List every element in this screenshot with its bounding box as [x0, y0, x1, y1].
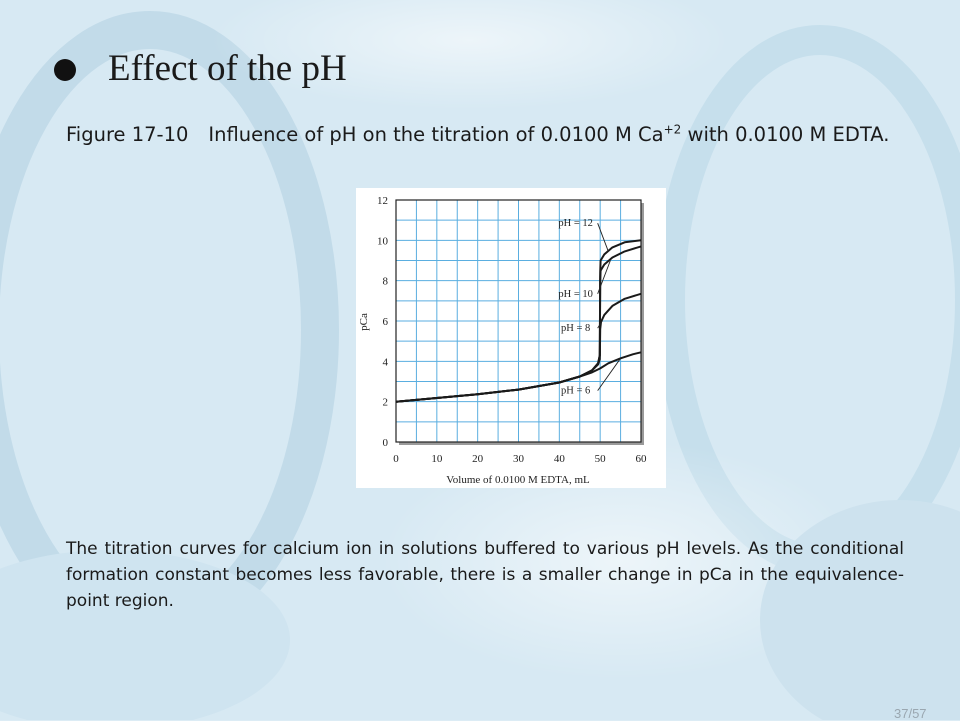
y-axis-label: pCa [358, 313, 370, 331]
x-axis-label: Volume of 0.0100 M EDTA, mL [446, 474, 590, 486]
series-annotation: pH = 10 [558, 289, 593, 300]
annotation-leader-line [597, 223, 609, 252]
annotation-leader-line [597, 320, 603, 329]
series-annotation: pH = 8 [561, 323, 590, 334]
y-tick-label: 0 [383, 437, 389, 449]
y-tick-label: 2 [383, 397, 389, 409]
caption-text: Influence of pH on the titration of 0.01… [208, 123, 664, 146]
x-tick-label: 50 [595, 453, 607, 465]
y-tick-label: 10 [377, 235, 389, 247]
x-tick-label: 10 [431, 453, 443, 465]
description-paragraph: The titration curves for calcium ion in … [66, 539, 904, 611]
series-annotation: pH = 12 [558, 218, 593, 229]
slide-title: Effect of the pH [108, 48, 347, 89]
series-annotation: pH = 6 [561, 386, 590, 397]
x-tick-label: 40 [554, 453, 566, 465]
page-number: 37/57 [894, 706, 927, 721]
annotation-leader-line [597, 260, 611, 294]
y-tick-label: 8 [383, 276, 389, 288]
figure-caption: Figure 17-10 Influence of pH on the titra… [66, 120, 916, 150]
x-tick-label: 60 [636, 453, 648, 465]
x-tick-label: 30 [513, 453, 525, 465]
caption-superscript: +2 [663, 122, 682, 137]
caption-text-end: with 0.0100 M EDTA. [681, 123, 890, 146]
y-tick-label: 4 [383, 356, 389, 368]
plot-frame [395, 199, 642, 443]
y-tick-label: 6 [383, 316, 389, 328]
x-tick-label: 0 [393, 453, 399, 465]
figure-label: Figure 17-10 [66, 123, 189, 146]
series-line-ph-6 [395, 351, 642, 403]
title-bullet-icon [54, 59, 76, 81]
titration-chart: 0 2 4 6 8 10 12 0 10 20 30 40 50 60 pH = 12 pH = 10 pH… [356, 188, 666, 488]
y-tick-label: 12 [377, 195, 388, 207]
annotation-leader-line [597, 358, 621, 391]
x-tick-label: 20 [472, 453, 484, 465]
